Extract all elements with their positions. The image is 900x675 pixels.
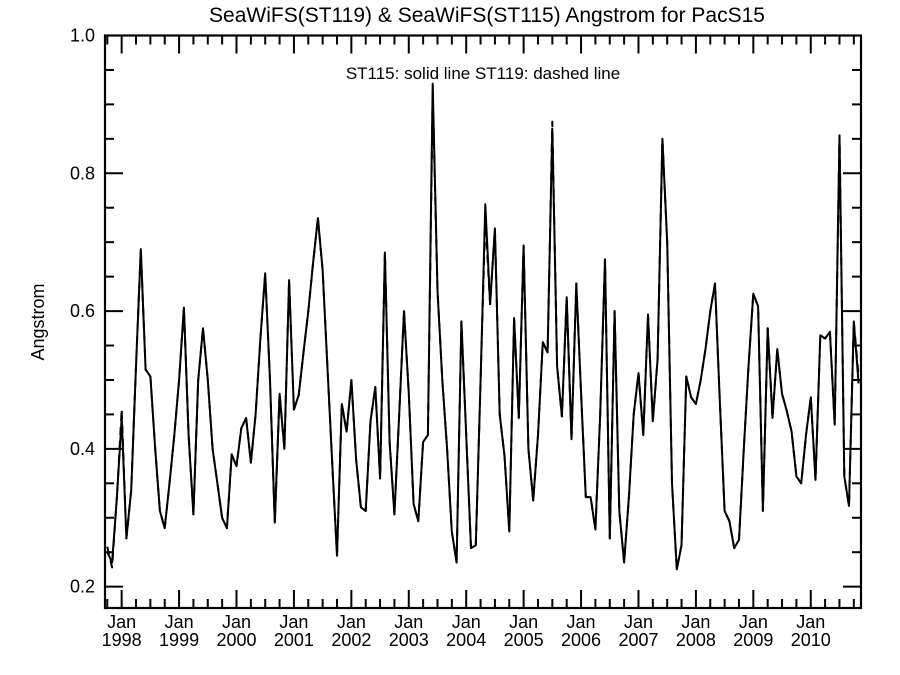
x-tick-label-month: Jan bbox=[567, 612, 596, 632]
x-tick-label-year: 2001 bbox=[274, 630, 314, 650]
y-tick-label: 0.8 bbox=[70, 163, 95, 183]
x-tick-label-year: 2006 bbox=[561, 630, 601, 650]
x-tick-label-year: 2005 bbox=[504, 630, 544, 650]
series-line-st115 bbox=[106, 82, 860, 571]
plot-frame bbox=[103, 34, 863, 610]
x-tick-label-month: Jan bbox=[222, 612, 251, 632]
x-tick-label-month: Jan bbox=[796, 612, 825, 632]
y-tick-label: 1.0 bbox=[70, 26, 95, 46]
x-tick-label-year: 2002 bbox=[331, 630, 371, 650]
x-tick-label-month: Jan bbox=[681, 612, 710, 632]
x-tick-label-month: Jan bbox=[509, 612, 538, 632]
y-axis-label: Angstrom bbox=[28, 283, 48, 360]
x-tick-label-year: 2009 bbox=[733, 630, 773, 650]
x-tick-label-month: Jan bbox=[107, 612, 136, 632]
x-tick-label-month: Jan bbox=[394, 612, 423, 632]
x-tick-label-month: Jan bbox=[624, 612, 653, 632]
x-tick-label-year: 2004 bbox=[446, 630, 486, 650]
chart-title: SeaWiFS(ST119) & SeaWiFS(ST115) Angstrom… bbox=[209, 4, 765, 27]
x-tick-label-month: Jan bbox=[165, 612, 194, 632]
axes-layer: 0.20.40.60.81.0Jan1998Jan1999Jan2000Jan2… bbox=[70, 26, 863, 650]
y-tick-label: 0.4 bbox=[70, 439, 95, 459]
x-tick-label-year: 2000 bbox=[216, 630, 256, 650]
x-tick-label-year: 2003 bbox=[389, 630, 429, 650]
x-tick-label-month: Jan bbox=[337, 612, 366, 632]
x-tick-label-year: 2008 bbox=[676, 630, 716, 650]
legend-annotation: ST115: solid line ST119: dashed line bbox=[346, 64, 620, 83]
x-tick-label-year: 2007 bbox=[618, 630, 658, 650]
x-tick-label-year: 2010 bbox=[791, 630, 831, 650]
series-layer bbox=[106, 82, 860, 571]
x-tick-label-month: Jan bbox=[739, 612, 768, 632]
x-tick-label-month: Jan bbox=[452, 612, 481, 632]
series-line-st119 bbox=[106, 93, 860, 571]
x-tick-label-year: 1999 bbox=[159, 630, 199, 650]
y-tick-label: 0.6 bbox=[70, 301, 95, 321]
x-tick-label-year: 1998 bbox=[102, 630, 142, 650]
y-tick-label: 0.2 bbox=[70, 577, 95, 597]
x-tick-label-month: Jan bbox=[279, 612, 308, 632]
